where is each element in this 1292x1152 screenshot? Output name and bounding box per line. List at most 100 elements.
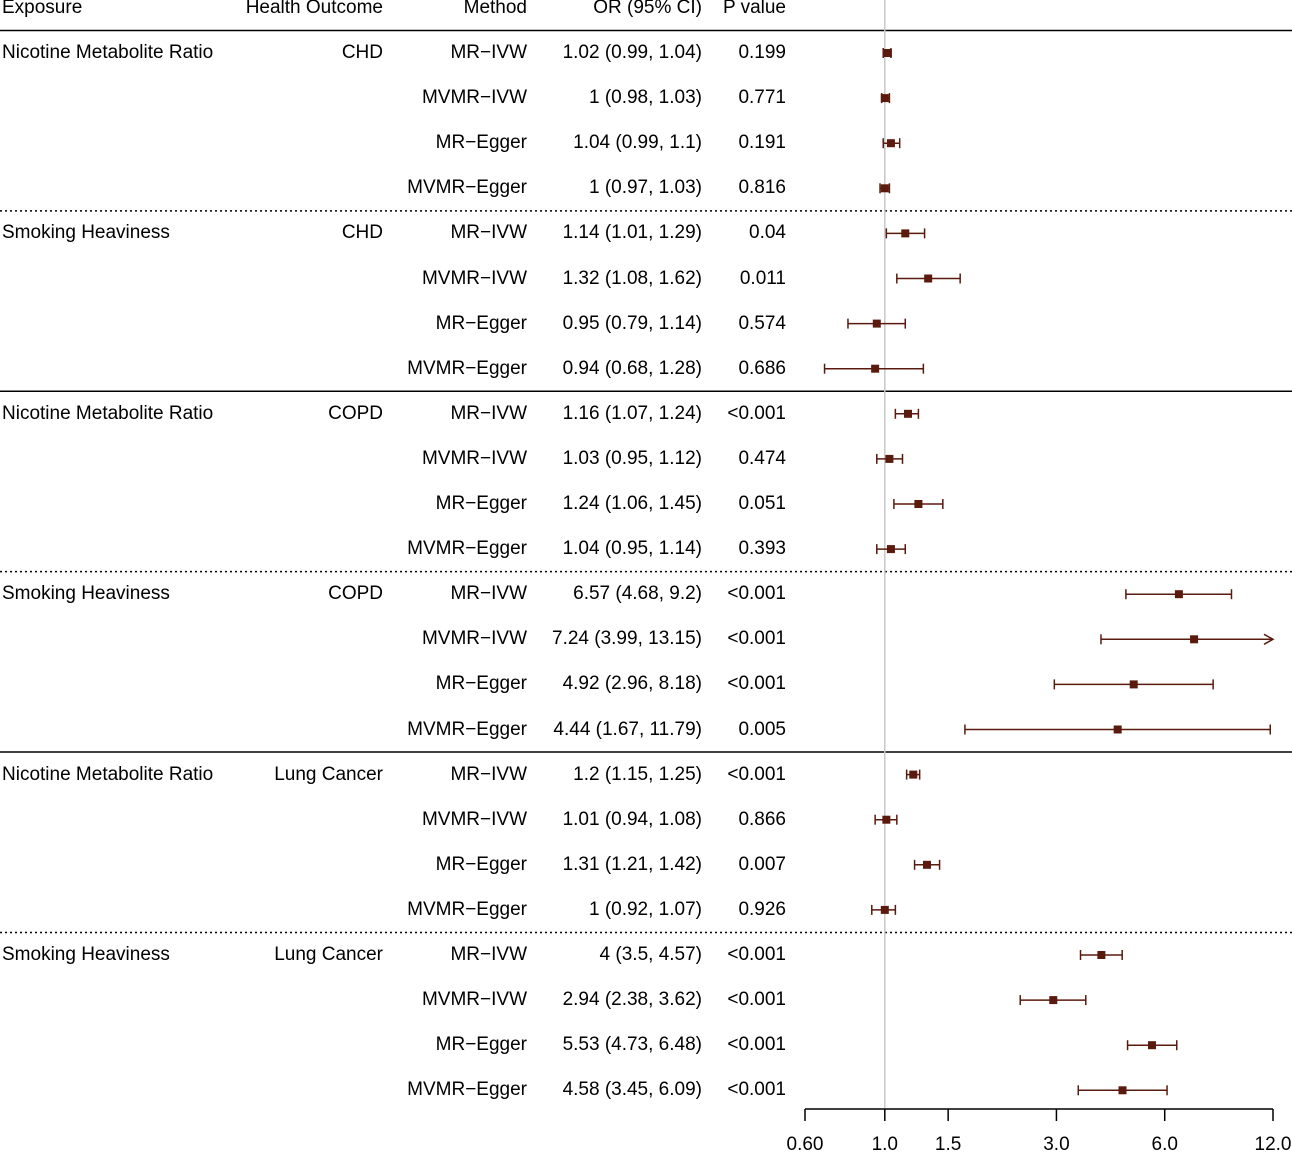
- or-point: [909, 770, 918, 779]
- or-point: [1049, 996, 1058, 1005]
- cell-or: 0.94 (0.68, 1.28): [562, 357, 702, 379]
- or-point: [1190, 635, 1199, 644]
- header-exposure: Exposure: [2, 0, 83, 18]
- cell-or: 5.53 (4.73, 6.48): [562, 1034, 702, 1056]
- cell-method: MVMR−IVW: [421, 87, 527, 109]
- cell-or: 4 (3.5, 4.57): [599, 944, 702, 965]
- or-point: [880, 184, 889, 193]
- cell-outcome: CHD: [341, 42, 383, 63]
- cell-p-value: <0.001: [727, 583, 786, 605]
- cell-p-value: 0.011: [739, 267, 786, 289]
- or-point: [1147, 1041, 1156, 1050]
- cell-p-value: 0.686: [738, 357, 786, 379]
- cell-method: MR−IVW: [450, 763, 527, 785]
- cell-p-value: <0.001: [727, 673, 786, 695]
- cell-or: 1.16 (1.07, 1.24): [562, 402, 702, 424]
- cell-or: 1.04 (0.95, 1.14): [562, 538, 702, 560]
- cell-p-value: 0.007: [738, 853, 786, 875]
- cell-or: 0.95 (0.79, 1.14): [562, 312, 702, 334]
- cell-p-value: 0.771: [738, 87, 786, 109]
- cell-p-value: 0.816: [738, 177, 786, 199]
- cell-or: 1.14 (1.01, 1.29): [562, 222, 702, 244]
- cell-p-value: <0.001: [727, 1034, 786, 1056]
- or-point: [1174, 590, 1183, 599]
- cell-method: MR−Egger: [435, 673, 527, 695]
- x-tick-label: 0.60: [787, 1134, 824, 1152]
- cell-or: 1 (0.98, 1.03): [588, 87, 702, 109]
- cell-or: 1.2 (1.15, 1.25): [573, 763, 702, 785]
- cell-outcome: CHD: [341, 222, 383, 244]
- or-point: [922, 860, 931, 869]
- or-point: [1113, 725, 1122, 734]
- header-method: Method: [463, 0, 527, 18]
- cell-or: 4.44 (1.67, 11.79): [553, 718, 702, 740]
- cell-method: MVMR−IVW: [421, 808, 527, 830]
- cell-or: 1.03 (0.95, 1.12): [562, 447, 702, 469]
- cell-p-value: <0.001: [727, 628, 786, 650]
- or-point: [1129, 680, 1138, 689]
- cell-exposure: Smoking Heaviness: [2, 222, 170, 244]
- cell-method: MR−IVW: [450, 42, 527, 63]
- cell-method: MR−Egger: [435, 853, 527, 875]
- or-point: [901, 229, 910, 238]
- cell-method: MVMR−IVW: [421, 628, 527, 650]
- cell-outcome: Lung Cancer: [274, 763, 383, 785]
- cell-p-value: 0.574: [738, 312, 786, 334]
- cell-or: 1.04 (0.99, 1.1): [573, 132, 702, 154]
- cell-method: MVMR−Egger: [407, 357, 527, 379]
- cell-method: MVMR−Egger: [407, 718, 527, 740]
- cell-or: 4.92 (2.96, 8.18): [562, 673, 702, 695]
- cell-p-value: 0.04: [749, 222, 786, 244]
- cell-or: 1 (0.97, 1.03): [588, 177, 702, 199]
- or-point: [882, 815, 891, 824]
- cell-or: 1.32 (1.08, 1.62): [562, 267, 702, 289]
- or-point: [914, 500, 923, 508]
- cell-method: MR−Egger: [435, 312, 527, 334]
- or-point: [1118, 1086, 1127, 1095]
- cell-exposure: Nicotine Metabolite Ratio: [2, 42, 214, 63]
- header-p-value: P value: [722, 0, 786, 18]
- cell-method: MR−Egger: [435, 1034, 527, 1056]
- cell-method: MVMR−Egger: [407, 898, 527, 920]
- cell-method: MR−Egger: [435, 493, 527, 514]
- cell-method: MVMR−Egger: [407, 1079, 527, 1101]
- or-point: [880, 905, 889, 914]
- ci-arrow-high: [1263, 633, 1275, 645]
- cell-p-value: 0.866: [738, 808, 786, 830]
- x-tick-label: 12.0: [1255, 1134, 1292, 1152]
- cell-or: 4.58 (3.45, 6.09): [562, 1079, 702, 1101]
- cell-p-value: 0.393: [738, 538, 786, 560]
- or-point: [903, 409, 912, 418]
- cell-or: 2.94 (2.38, 3.62): [562, 989, 702, 1011]
- cell-exposure: Smoking Heaviness: [2, 583, 170, 605]
- cell-exposure: Smoking Heaviness: [2, 944, 170, 965]
- cell-p-value: 0.191: [738, 132, 786, 154]
- cell-or: 1 (0.92, 1.07): [588, 898, 702, 920]
- cell-method: MVMR−IVW: [421, 989, 527, 1011]
- x-tick-label: 1.5: [935, 1134, 961, 1152]
- cell-p-value: <0.001: [727, 989, 786, 1011]
- cell-method: MR−Egger: [435, 132, 527, 154]
- cell-outcome: COPD: [328, 583, 383, 605]
- cell-or: 6.57 (4.68, 9.2): [573, 583, 702, 605]
- cell-p-value: <0.001: [727, 402, 786, 424]
- cell-exposure: Nicotine Metabolite Ratio: [2, 763, 214, 785]
- cell-p-value: 0.199: [738, 42, 786, 63]
- or-point: [1097, 951, 1106, 959]
- or-point: [883, 49, 892, 57]
- cell-method: MR−IVW: [450, 222, 527, 244]
- or-point: [886, 139, 895, 148]
- cell-method: MVMR−Egger: [407, 177, 527, 199]
- cell-outcome: COPD: [328, 402, 383, 424]
- header-outcome: Health Outcome: [245, 0, 383, 18]
- cell-method: MVMR−Egger: [407, 538, 527, 560]
- cell-p-value: 0.051: [738, 493, 786, 514]
- or-point: [885, 454, 894, 463]
- or-point: [871, 364, 880, 373]
- cell-or: 1.31 (1.21, 1.42): [562, 853, 702, 875]
- cell-method: MR−IVW: [450, 944, 527, 965]
- cell-p-value: <0.001: [727, 763, 786, 785]
- cell-p-value: 0.926: [738, 898, 786, 920]
